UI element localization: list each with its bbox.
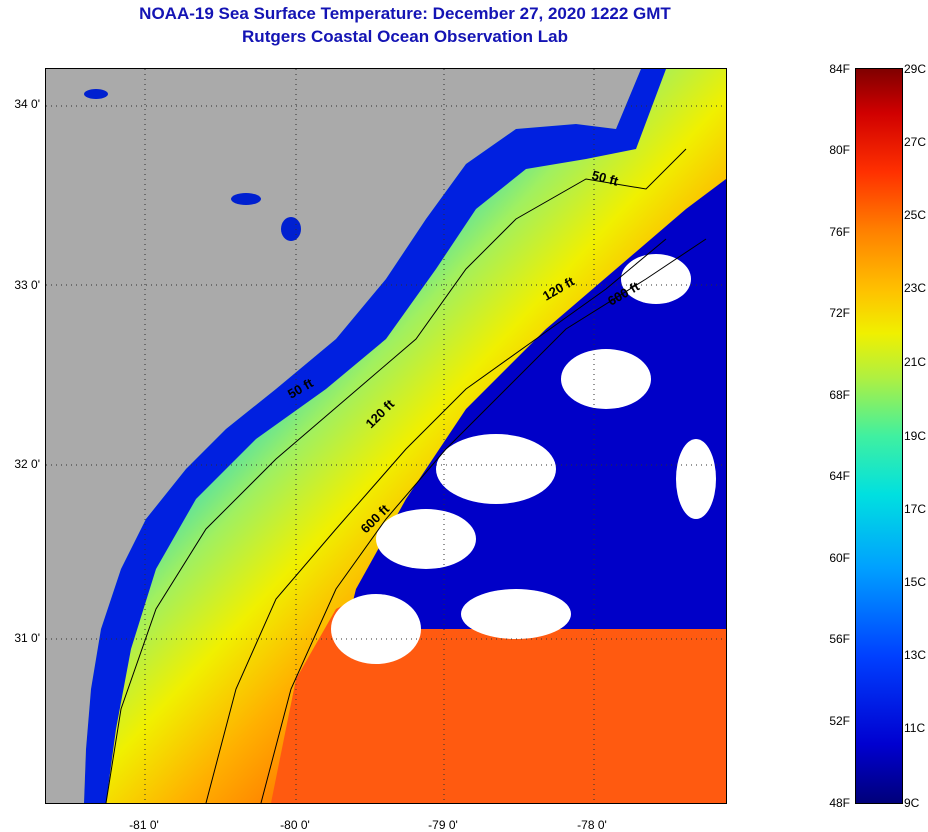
contour-600ft xyxy=(260,238,707,803)
lon-label-78: -78 0' xyxy=(577,818,607,832)
map-subtitle: Rutgers Coastal Ocean Observation Lab xyxy=(242,27,568,46)
f-label-72: 72F xyxy=(829,306,850,320)
graticule xyxy=(46,69,726,803)
f-label-64: 64F xyxy=(829,469,850,483)
c-label-21: 21C xyxy=(904,355,927,369)
contour-120ft xyxy=(205,238,667,803)
temperature-colorbar xyxy=(855,68,903,804)
f-label-84: 84F xyxy=(829,62,850,76)
c-label-11: 11C xyxy=(904,721,926,735)
lat-label-34: 34 0' xyxy=(14,97,40,111)
f-label-48: 48F xyxy=(829,796,850,810)
sst-map: 50 ft 120 ft 600 ft 50 ft 120 ft 600 ft xyxy=(45,68,727,804)
c-label-13: 13C xyxy=(904,648,927,662)
c-label-27: 27C xyxy=(904,135,927,149)
depth-contours xyxy=(105,148,707,803)
f-label-52: 52F xyxy=(829,714,850,728)
lat-label-31: 31 0' xyxy=(14,631,40,645)
f-label-80: 80F xyxy=(829,143,850,157)
map-title: NOAA-19 Sea Surface Temperature: Decembe… xyxy=(139,4,671,23)
c-label-23: 23C xyxy=(904,281,927,295)
land-area xyxy=(46,69,641,803)
lon-label-80: -80 0' xyxy=(280,818,310,832)
lat-label-32: 32 0' xyxy=(14,457,40,471)
c-label-17: 17C xyxy=(904,502,927,516)
lon-label-81: -81 0' xyxy=(129,818,159,832)
f-label-56: 56F xyxy=(829,632,850,646)
c-label-15: 15C xyxy=(904,575,927,589)
label-50ft-north: 50 ft xyxy=(590,167,620,189)
contour-50ft xyxy=(105,148,687,803)
c-label-19: 19C xyxy=(904,429,927,443)
f-label-60: 60F xyxy=(829,551,850,565)
lat-label-33: 33 0' xyxy=(14,278,40,292)
c-label-25: 25C xyxy=(904,208,927,222)
f-label-68: 68F xyxy=(829,388,850,402)
cloud-patches xyxy=(331,254,716,664)
coastal-cold-band xyxy=(84,69,666,803)
lon-label-79: -79 0' xyxy=(428,818,458,832)
c-label-29: 29C xyxy=(904,62,927,76)
f-label-76: 76F xyxy=(829,225,850,239)
c-label-9: 9C xyxy=(904,796,920,810)
